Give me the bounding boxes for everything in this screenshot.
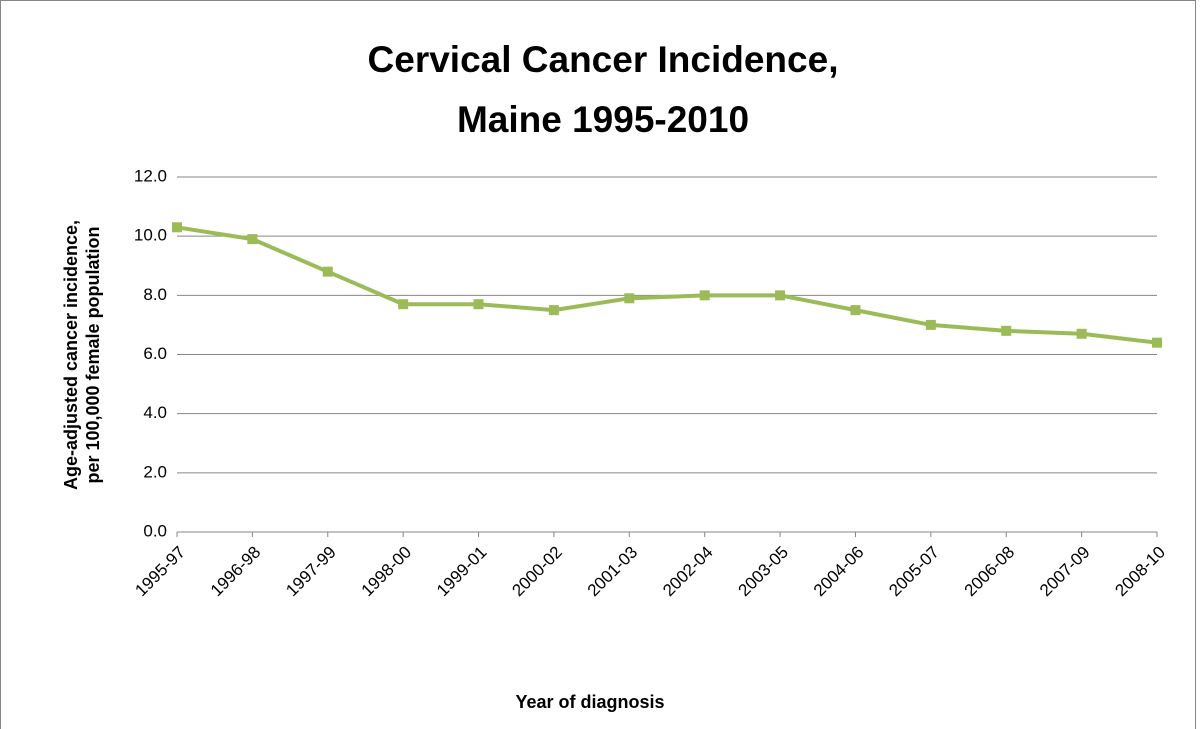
marker [548,305,559,316]
y-tick-label: 12.0 [134,166,167,185]
marker [1076,328,1087,339]
marker [1152,337,1162,348]
chart-title: Maine 1995-2010 [457,99,749,140]
marker [925,319,936,330]
line [176,225,1158,345]
marker [322,266,333,277]
y-tick-label: 0.0 [143,521,167,540]
marker [473,299,484,310]
marker [775,290,786,301]
marker [850,305,861,316]
marker [1001,325,1012,336]
marker [247,234,258,245]
marker [699,290,710,301]
marker [624,293,635,304]
y-tick-label: 8.0 [143,285,167,304]
x-axis-title: Year of diagnosis [515,692,664,712]
y-axis-title: Age-adjusted cancer incidence, [61,220,81,490]
marker [398,299,409,310]
y-tick-label: 6.0 [143,344,167,363]
y-axis-title: per 100,000 female population [83,226,103,483]
y-tick-label: 4.0 [143,403,167,422]
chart-title: Cervical Cancer Incidence, [368,39,839,80]
y-tick-label: 10.0 [134,226,167,245]
y-tick-label: 2.0 [143,462,167,481]
marker [172,222,182,233]
